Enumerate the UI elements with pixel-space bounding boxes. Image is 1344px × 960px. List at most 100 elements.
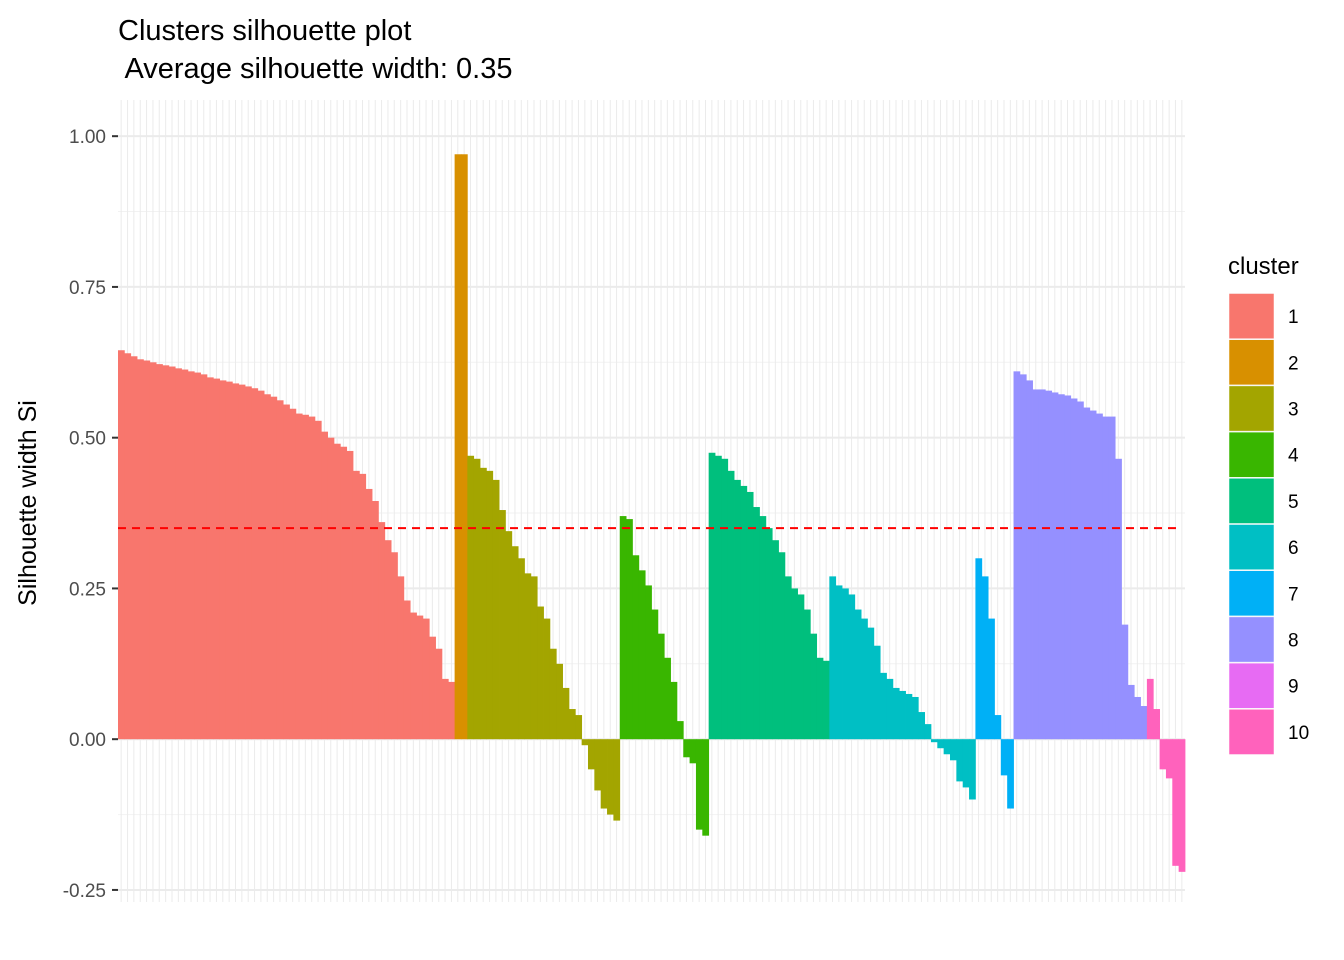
bar-cluster-7 [981, 576, 989, 740]
bar-cluster-1 [352, 470, 360, 740]
legend-label-4: 4 [1288, 446, 1299, 467]
y-axis: 1.00 0.75 0.50 0.25 0.00 -0.25 [63, 127, 118, 902]
bar-cluster-8 [1108, 416, 1116, 740]
bar-cluster-1 [124, 353, 132, 740]
bar-cluster-6 [873, 645, 881, 740]
bar-cluster-1 [429, 636, 436, 740]
bar-cluster-1 [118, 350, 125, 740]
bar-cluster-1 [384, 540, 392, 740]
bar-cluster-5 [784, 576, 792, 740]
bar-cluster-1 [276, 400, 284, 740]
bar-cluster-1 [295, 413, 303, 740]
bar-cluster-5 [778, 552, 786, 740]
bar-cluster-3 [492, 479, 500, 740]
bar-cluster-5 [759, 516, 767, 740]
bar-cluster-1 [333, 443, 341, 740]
bar-cluster-4 [670, 681, 678, 740]
bar-cluster-6 [848, 594, 856, 740]
bar-cluster-7 [975, 558, 983, 740]
chart-title: Clusters silhouette plot [118, 15, 411, 47]
bar-cluster-10 [1153, 709, 1160, 740]
bar-cluster-8 [1077, 401, 1084, 740]
bar-cluster-6 [924, 724, 932, 740]
bar-cluster-8 [1127, 684, 1135, 740]
bar-cluster-6 [854, 609, 862, 740]
y-tick-label: 0.00 [69, 730, 106, 751]
bar-cluster-1 [245, 386, 252, 740]
legend-title: cluster [1228, 253, 1299, 280]
bar-cluster-5 [803, 609, 811, 740]
bar-cluster-3 [556, 663, 563, 740]
bar-cluster-8 [1121, 624, 1129, 740]
bar-cluster-5 [810, 633, 818, 740]
bar-cluster-3 [524, 573, 532, 740]
bar-cluster-8 [1140, 706, 1148, 740]
bar-cluster-8 [1089, 410, 1097, 740]
bar-cluster-4 [702, 739, 710, 836]
bar-cluster-3 [530, 576, 538, 740]
y-tick-label: 0.50 [69, 429, 106, 450]
bar-cluster-1 [441, 678, 449, 740]
bar-cluster-5 [734, 479, 741, 740]
bar-cluster-5 [708, 452, 716, 740]
bar-cluster-3 [587, 739, 595, 770]
legend-label-7: 7 [1288, 584, 1299, 605]
bar-cluster-4 [664, 657, 671, 740]
bar-cluster-8 [1134, 696, 1141, 740]
bar-cluster-5 [765, 528, 773, 740]
bar-cluster-1 [187, 371, 195, 740]
legend-label-5: 5 [1288, 492, 1299, 513]
bar-cluster-1 [372, 501, 379, 740]
bar-cluster-1 [137, 359, 144, 740]
bar-cluster-2 [454, 154, 462, 740]
y-tick-label: 0.75 [69, 278, 106, 299]
bar-cluster-3 [549, 648, 557, 740]
bar-cluster-3 [581, 739, 589, 746]
bar-cluster-4 [657, 633, 665, 740]
bar-cluster-8 [1083, 407, 1091, 740]
bar-cluster-5 [740, 485, 748, 740]
bar-cluster-1 [251, 388, 259, 740]
bar-cluster-8 [1019, 374, 1027, 740]
bar-cluster-6 [886, 678, 894, 740]
bar-cluster-1 [264, 394, 271, 740]
bar-cluster-1 [327, 437, 335, 740]
bar-cluster-1 [238, 384, 246, 740]
y-axis-title: Silhouette width Si [14, 400, 42, 606]
bar-cluster-1 [359, 473, 367, 740]
bar-cluster-6 [969, 739, 976, 800]
bar-cluster-1 [365, 488, 373, 740]
bar-cluster-2 [460, 154, 468, 740]
bar-cluster-6 [943, 739, 951, 755]
bar-cluster-8 [1013, 371, 1021, 740]
bar-cluster-6 [911, 696, 919, 740]
bar-cluster-6 [918, 712, 926, 740]
bar-cluster-1 [143, 360, 151, 740]
bar-cluster-8 [1096, 413, 1103, 740]
legend-label-2: 2 [1288, 353, 1299, 374]
bar-cluster-8 [1102, 416, 1110, 740]
bar-cluster-6 [867, 627, 875, 740]
bar-cluster-1 [391, 552, 398, 740]
bar-cluster-6 [861, 618, 868, 740]
bar-cluster-3 [537, 606, 544, 740]
bar-cluster-1 [314, 420, 322, 740]
bar-cluster-3 [600, 739, 608, 809]
legend-swatch-5 [1228, 478, 1275, 524]
legend-label-1: 1 [1288, 307, 1299, 328]
bar-cluster-1 [289, 408, 297, 740]
bar-cluster-1 [422, 618, 430, 740]
bar-cluster-5 [822, 660, 830, 740]
bar-cluster-1 [194, 372, 201, 740]
bar-cluster-8 [1032, 389, 1040, 740]
bar-cluster-1 [397, 576, 405, 740]
bar-cluster-6 [950, 739, 957, 761]
bar-cluster-1 [321, 431, 328, 740]
legend-label-8: 8 [1288, 631, 1299, 652]
bar-cluster-1 [168, 366, 176, 740]
legend-swatch-4 [1228, 431, 1275, 478]
bar-cluster-5 [772, 540, 779, 740]
bar-cluster-10 [1178, 739, 1186, 872]
bar-cluster-1 [200, 374, 208, 740]
bar-cluster-1 [130, 356, 138, 740]
